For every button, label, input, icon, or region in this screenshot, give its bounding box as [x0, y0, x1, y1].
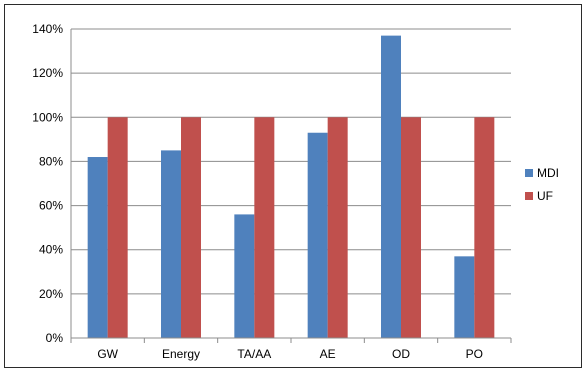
bar-uf-od	[401, 117, 421, 339]
legend-swatch-mdi	[525, 169, 533, 177]
bar-uf-po	[474, 117, 495, 339]
y-tick-label: 40%	[39, 243, 63, 257]
legend: MDI UF	[525, 166, 559, 203]
bar-mdi-energy	[161, 150, 181, 338]
y-tick-label: 20%	[39, 287, 63, 301]
bar-mdi-od	[381, 35, 401, 338]
legend-label-uf: UF	[537, 189, 553, 203]
x-tick-label: GW	[97, 347, 118, 361]
bar-uf-energy	[181, 117, 201, 339]
x-tick-label: Energy	[162, 347, 200, 361]
bar-mdi-gw	[87, 157, 108, 338]
gridlines	[71, 28, 511, 295]
y-tick-label: 0%	[46, 331, 64, 345]
bar-mdi-po	[454, 256, 475, 338]
bars	[87, 35, 495, 339]
bar-mdi-taaa	[234, 214, 255, 338]
legend-label-mdi: MDI	[537, 166, 559, 180]
y-tick-label: 100%	[32, 110, 63, 124]
x-tick-label: OD	[392, 347, 410, 361]
bar-mdi-ae	[307, 132, 328, 338]
y-tick-label: 80%	[39, 154, 63, 168]
legend-swatch-uf	[525, 192, 533, 200]
y-tick-label: 140%	[32, 22, 63, 36]
y-tick-label: 60%	[39, 199, 63, 213]
x-tick-label: AE	[320, 347, 336, 361]
bar-chart: 0% 20% 40% 60% 80% 100% 120% 140% GW Energy TA/AA A…	[32, 22, 559, 361]
chart-frame: 0% 20% 40% 60% 80% 100% 120% 140% GW Energy TA/AA A…	[4, 4, 582, 368]
bar-uf-ae	[327, 117, 348, 339]
bar-uf-gw	[107, 117, 128, 339]
tick-labels: 0% 20% 40% 60% 80% 100% 120% 140% GW Energy TA/AA A…	[32, 22, 483, 361]
x-tick-label: TA/AA	[237, 347, 271, 361]
bar-uf-taaa	[254, 117, 275, 339]
x-tick-label: PO	[466, 347, 483, 361]
axes	[70, 29, 512, 343]
y-tick-label: 120%	[32, 66, 63, 80]
